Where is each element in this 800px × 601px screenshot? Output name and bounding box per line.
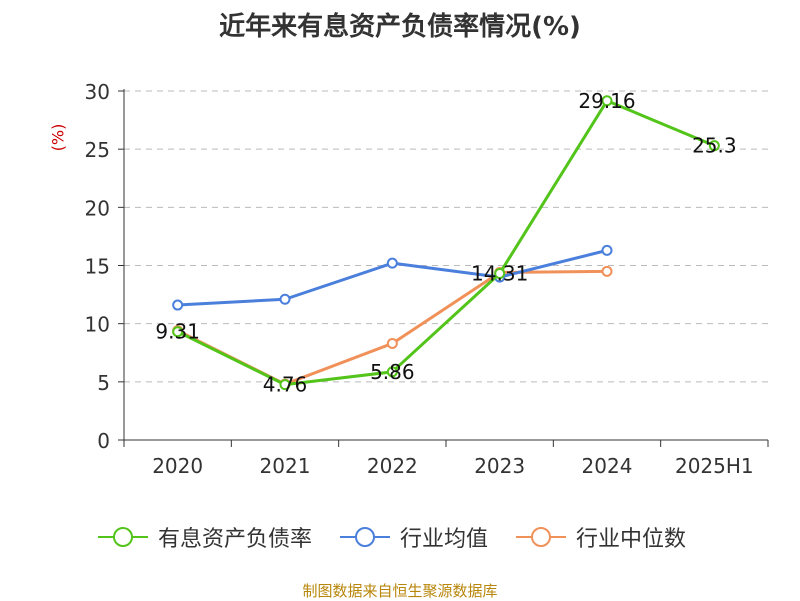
- data-label: 4.76: [263, 373, 308, 397]
- legend-label: 有息资产负债率: [158, 527, 313, 552]
- axes: [118, 89, 769, 447]
- legend-item-series-0[interactable]: 有息资产负债率: [96, 521, 312, 553]
- y-tick-labels: 0 5 10 15 20 25 30: [85, 80, 110, 453]
- series-point-1: [601, 244, 613, 256]
- y-tick-label: 15: [85, 255, 110, 279]
- series-point-1: [279, 293, 291, 305]
- series-point-0: [279, 379, 291, 391]
- series-point-2: [386, 337, 398, 349]
- y-tick-label: 5: [97, 371, 110, 395]
- series-point-1: [172, 299, 184, 311]
- data-label: 14.31: [471, 262, 528, 286]
- data-labels: 9.31 4.76 5.86 14.31 29.16 25.3: [155, 89, 736, 397]
- legend-label: 行业均值: [400, 527, 489, 552]
- series-point-0: [172, 326, 184, 338]
- series-point-0: [494, 268, 506, 280]
- series-line-0: [177, 99, 715, 387]
- x-tick-label: 2022: [367, 454, 418, 478]
- legend-marker-icon: [516, 527, 567, 547]
- grid-lines: [124, 90, 768, 383]
- series-point-0: [386, 366, 398, 378]
- x-tick-label: 2020: [152, 454, 203, 478]
- y-tick-label: 0: [97, 429, 110, 453]
- series-point-0: [601, 95, 613, 107]
- legend-marker-icon: [340, 527, 391, 547]
- series-point-1: [386, 257, 398, 269]
- x-tick-label: 2023: [474, 454, 525, 478]
- x-tick-label: 2021: [260, 454, 311, 478]
- legend-label: 行业中位数: [576, 527, 687, 552]
- legend-marker-icon: [98, 527, 148, 547]
- y-tick-label: 30: [85, 80, 110, 104]
- legend: 有息资产负债率 行业均值 行业中位数: [96, 521, 712, 553]
- x-tick-label: 2024: [582, 454, 633, 478]
- data-label: 25.3: [692, 134, 737, 158]
- chart-title: 近年来有息资产负债率情况(%): [219, 12, 581, 42]
- series-lines: [172, 95, 720, 391]
- y-tick-label: 10: [85, 313, 110, 337]
- x-tick-labels: 2020 2021 2022 2023 2024 2025H1: [152, 454, 753, 478]
- legend-item-series-2[interactable]: 行业中位数: [514, 521, 686, 553]
- data-label: 5.86: [370, 360, 415, 384]
- series-point-2: [601, 265, 613, 277]
- x-tick-label: 2025H1: [675, 454, 754, 478]
- legend-item-series-1[interactable]: 行业均值: [338, 521, 488, 553]
- y-tick-label: 20: [85, 196, 110, 220]
- data-label: 9.31: [155, 320, 200, 344]
- y-tick-label: 25: [85, 138, 110, 162]
- data-label: 29.16: [578, 89, 635, 113]
- series-point-0: [708, 140, 720, 152]
- source-note: 制图数据来自恒生聚源数据库: [302, 582, 498, 600]
